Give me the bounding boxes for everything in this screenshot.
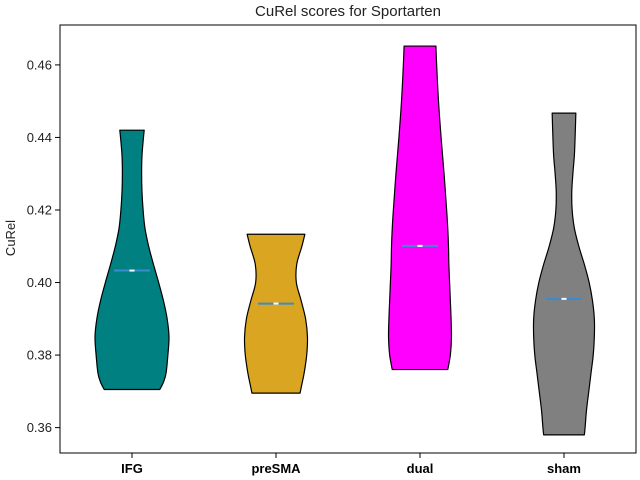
x-tick-label: sham <box>547 461 581 476</box>
violins-group <box>94 45 596 436</box>
y-tick-label: 0.40 <box>27 275 52 290</box>
violin-presma <box>243 233 309 394</box>
y-ticks-group: 0.36 0.38 0.40 0.42 0.44 0.46 <box>27 57 60 435</box>
plot-frame <box>59 24 637 454</box>
x-ticks-group: IFG preSMA dual sham <box>121 453 581 476</box>
y-tick-label: 0.44 <box>27 130 52 145</box>
y-tick-label: 0.42 <box>27 202 52 217</box>
y-tick-label: 0.38 <box>27 348 52 363</box>
y-axis-label: CuRel <box>3 220 18 256</box>
x-tick-label: IFG <box>121 461 143 476</box>
x-tick-label: dual <box>407 461 434 476</box>
y-tick-label: 0.46 <box>27 57 52 72</box>
violin-ifg <box>94 129 170 391</box>
x-tick-label: preSMA <box>251 461 301 476</box>
chart-title: CuRel scores for Sportarten <box>255 3 441 20</box>
violin-dual <box>387 45 453 371</box>
violin-sham <box>532 112 596 436</box>
y-tick-label: 0.36 <box>27 420 52 435</box>
